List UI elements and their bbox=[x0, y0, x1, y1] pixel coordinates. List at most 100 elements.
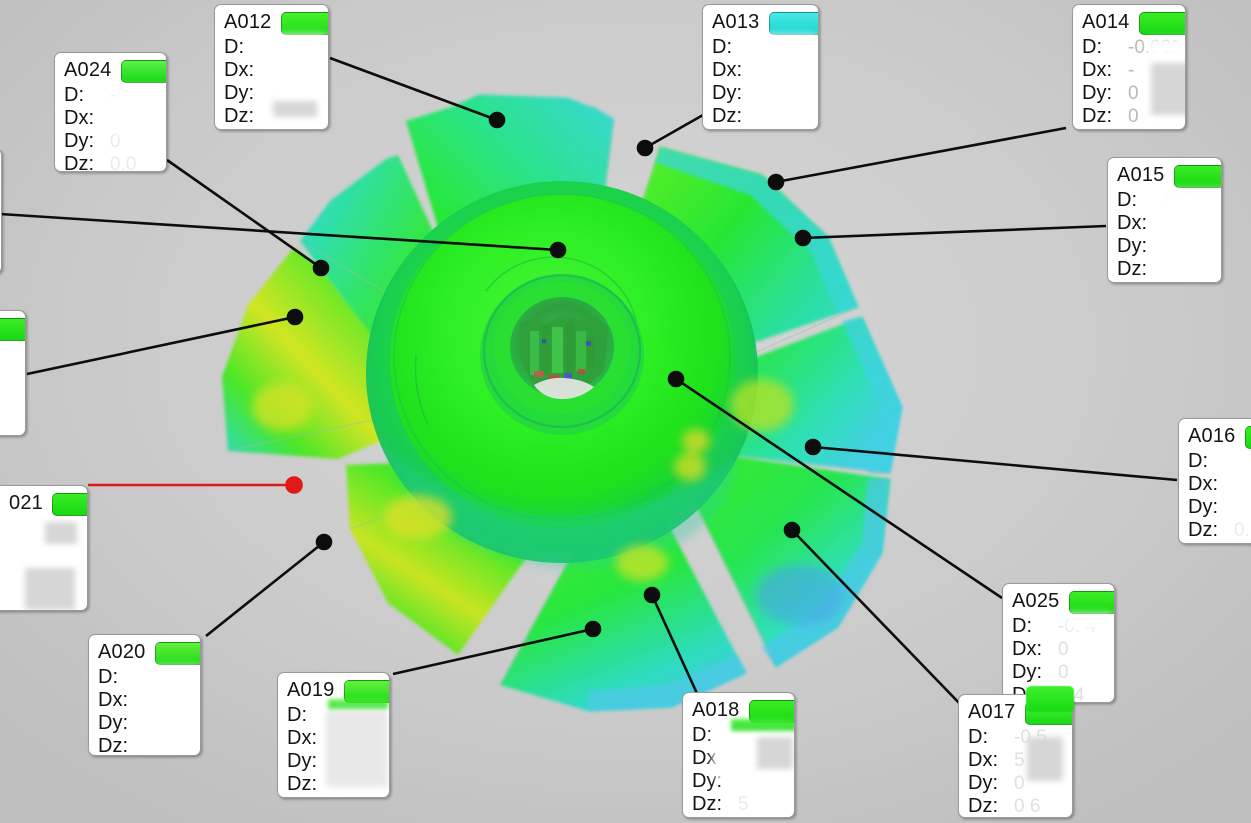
row-d: D: 1 2 bbox=[98, 666, 192, 689]
row-key: Dz: bbox=[287, 773, 317, 795]
row-value: 0. bbox=[1234, 520, 1250, 541]
row-key: Dz: bbox=[1082, 105, 1112, 127]
callout-a019[interactable]: A019 D: Dx: Dy: Dz: bbox=[277, 672, 390, 798]
callout-a013[interactable]: A013 D: Dx: Dy: Dz: bbox=[702, 4, 819, 130]
row-key: D: bbox=[224, 36, 244, 58]
callout-a020[interactable]: A020 D: 1 2 Dx: 1 7 Dy: Dz: bbox=[88, 634, 201, 756]
row-value: -0 bbox=[110, 85, 127, 106]
row-d: D: bbox=[692, 724, 786, 747]
row-dx: Dx: 5 bbox=[968, 749, 1064, 772]
callout-header: A019 bbox=[287, 678, 389, 704]
row-value: 0 bbox=[1128, 106, 1139, 127]
color-swatch bbox=[120, 59, 166, 83]
row-value: -0. 4 bbox=[1058, 616, 1097, 637]
callout-a024[interactable]: A024 D: -0 Dx: Dy: 0 Dz: 0.0 bbox=[54, 52, 167, 172]
row-key: D: bbox=[968, 726, 988, 748]
row-key: x: bbox=[0, 540, 28, 564]
callout-a025[interactable]: A025 D:-0. 4 Dx:0 Dy:0 Dz:0 4 bbox=[1002, 583, 1115, 703]
callout-id: A012 bbox=[224, 11, 272, 34]
row-dx: Dx bbox=[692, 747, 786, 770]
row-value: 5 bbox=[1014, 750, 1025, 771]
row-d: D: bbox=[287, 704, 381, 727]
row-dy: Dy: bbox=[1117, 235, 1213, 258]
callout-id: A020 bbox=[98, 641, 146, 664]
row-dz: 4 bbox=[0, 411, 17, 434]
row-key: Dx: bbox=[224, 59, 254, 81]
callout-a018[interactable]: A018 D: Dx Dy: Dz: 5 bbox=[682, 692, 795, 818]
color-swatch bbox=[1138, 11, 1185, 35]
row-key: Dx: bbox=[98, 689, 128, 711]
callout-header: A020 bbox=[98, 640, 200, 666]
row-dz: Dz: 0 6 bbox=[968, 795, 1064, 817]
row-dz: Dz: 0.0 bbox=[64, 153, 158, 172]
callout-id: A018 bbox=[692, 699, 740, 722]
row-dy: 7 bbox=[0, 388, 17, 411]
row-dz: Dz: bbox=[98, 735, 192, 755]
callout-left-lower-clipped[interactable]: 7 + 7 4 bbox=[0, 310, 26, 436]
row-dz: Dz: bbox=[712, 105, 810, 128]
row-key: D: bbox=[1117, 189, 1137, 211]
row-key: D: bbox=[64, 84, 84, 106]
row-key: Dz: bbox=[968, 795, 998, 817]
callout-header: A013 bbox=[712, 10, 818, 36]
color-swatch bbox=[1244, 425, 1251, 449]
callout-header: A024 bbox=[64, 58, 166, 84]
row-key: Dy: bbox=[224, 82, 254, 104]
callout-header: A012 bbox=[224, 10, 328, 36]
color-swatch bbox=[1173, 164, 1221, 188]
row-d: D: -0 5 bbox=[968, 726, 1064, 749]
callout-a015[interactable]: A015 D: 0.7 Dx: Dy: Dz: bbox=[1107, 157, 1222, 283]
row-key: Dx: bbox=[968, 749, 998, 771]
callout-header: A025 bbox=[1012, 589, 1114, 615]
row-value: 1 2 bbox=[144, 667, 171, 688]
row-dx: Dx: bbox=[64, 107, 158, 130]
row-value: 0 bbox=[110, 131, 121, 152]
callout-id: A025 bbox=[1012, 590, 1060, 613]
color-swatch bbox=[154, 641, 200, 665]
row-dx: Dx: bbox=[1117, 212, 1213, 235]
callout-header: A016 bbox=[1188, 424, 1251, 450]
callout-a016[interactable]: A016 D: Dx: Dy: Dz: 0. bbox=[1178, 418, 1251, 544]
row-key: Dy: bbox=[968, 772, 998, 794]
callout-id: A013 bbox=[712, 11, 760, 34]
row-value: 5 bbox=[738, 794, 749, 815]
row-dy: Dy: bbox=[98, 712, 192, 735]
row-d: 7 bbox=[0, 342, 17, 365]
callout-id: A024 bbox=[64, 59, 112, 82]
callout-a012[interactable]: A012 D: Dx: Dy: Dz: bbox=[214, 4, 329, 130]
row-d: D: -0. 4 bbox=[1012, 615, 1106, 638]
callout-id: 021 bbox=[9, 492, 43, 515]
row-dz: Dz: 0. bbox=[1188, 519, 1251, 542]
row-key: Dz: bbox=[712, 105, 742, 127]
row-d: D: 0.7 bbox=[1117, 189, 1213, 212]
row-key: Dz: bbox=[64, 153, 94, 172]
color-swatch bbox=[768, 11, 818, 35]
row-key: Dx: bbox=[287, 727, 317, 749]
callout-left-upper-clipped[interactable] bbox=[0, 148, 2, 274]
row-key: Dy: bbox=[64, 130, 94, 152]
row-key: Dz: bbox=[1188, 519, 1218, 541]
callout-a014[interactable]: A014 D: -0.0001 Dx:- Dy: 0 Dz: 0 bbox=[1072, 4, 1186, 130]
row-dz: Dz: 0 bbox=[1082, 105, 1177, 128]
row-key: Dz: bbox=[1117, 258, 1147, 280]
row-d bbox=[0, 517, 79, 540]
impeller-model[interactable] bbox=[190, 55, 950, 765]
callout-header: 021 bbox=[0, 491, 87, 517]
row-key: Dx: bbox=[1117, 212, 1147, 234]
row-key: Dx bbox=[692, 747, 717, 769]
callout-id: A016 bbox=[1188, 425, 1236, 448]
callout-id: A019 bbox=[287, 679, 335, 702]
row-d: D: -0.0001 bbox=[1082, 36, 1177, 59]
callout-header: A018 bbox=[692, 698, 794, 724]
swatch-bleed-a017 bbox=[1026, 686, 1074, 712]
swatch-bleed-a018 bbox=[731, 719, 794, 731]
row-key: Dx: bbox=[1188, 473, 1218, 495]
row-key: Dy: bbox=[1082, 82, 1112, 104]
row-dx: Dx: - bbox=[1082, 59, 1177, 82]
callout-021[interactable]: 021 x: y: z: bbox=[0, 485, 88, 611]
callout-a017[interactable]: A017 D: -0 5 Dx: 5 Dy: 0 Dz: 0 6 bbox=[958, 694, 1073, 818]
row-dx: Dx: bbox=[1188, 473, 1251, 496]
row-dx: x: bbox=[0, 540, 79, 563]
callout-id: A014 bbox=[1082, 11, 1130, 34]
